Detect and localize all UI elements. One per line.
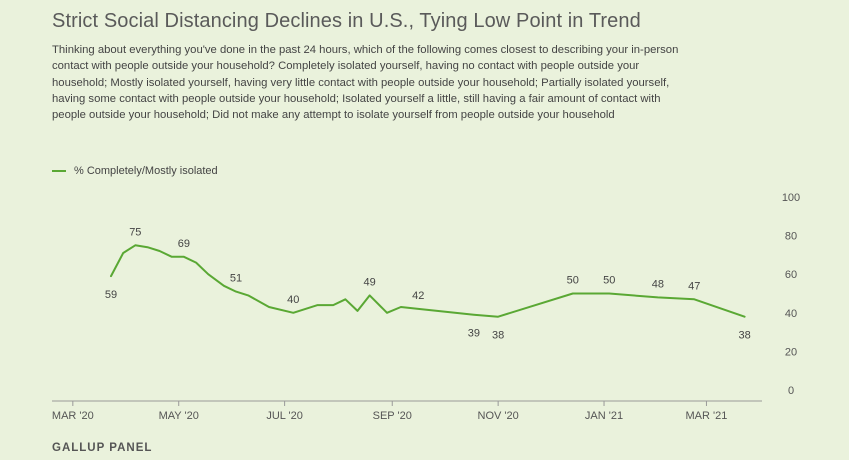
data-label: 69 bbox=[178, 238, 190, 250]
data-label: 39 bbox=[468, 328, 480, 340]
y-tick-label: 20 bbox=[785, 346, 797, 358]
y-tick-label: 60 bbox=[785, 269, 797, 281]
x-tick-label: MAR '21 bbox=[686, 410, 728, 422]
source-label: GALLUP PANEL bbox=[52, 442, 153, 454]
data-label: 59 bbox=[105, 289, 117, 301]
y-tick-label: 80 bbox=[785, 231, 797, 243]
x-tick-label: JUL '20 bbox=[266, 410, 303, 422]
legend-line-swatch bbox=[52, 170, 66, 172]
data-label: 50 bbox=[603, 275, 615, 287]
data-label: 51 bbox=[230, 273, 242, 285]
y-tick-label: 40 bbox=[785, 308, 797, 320]
x-tick-label: SEP '20 bbox=[373, 410, 412, 422]
legend: % Completely/Mostly isolated bbox=[52, 165, 218, 177]
data-label: 42 bbox=[412, 290, 424, 302]
data-label: 48 bbox=[652, 278, 664, 290]
series-line bbox=[110, 244, 746, 318]
data-label: 49 bbox=[364, 276, 376, 288]
x-tick-label: NOV '20 bbox=[478, 410, 519, 422]
data-label: 40 bbox=[287, 294, 299, 306]
data-label: 75 bbox=[129, 226, 141, 238]
legend-label: % Completely/Mostly isolated bbox=[74, 165, 218, 177]
x-tick-label: MAR '20 bbox=[52, 410, 94, 422]
y-tick-label: 100 bbox=[782, 192, 800, 204]
chart-subtitle: Thinking about everything you've done in… bbox=[52, 44, 679, 122]
data-label: 38 bbox=[739, 330, 751, 342]
x-tick-label: MAY '20 bbox=[159, 410, 199, 422]
data-label: 50 bbox=[567, 275, 579, 287]
y-tick-label: 0 bbox=[788, 385, 794, 397]
data-label: 47 bbox=[688, 280, 700, 292]
data-label: 38 bbox=[492, 330, 504, 342]
chart-title: Strict Social Distancing Declines in U.S… bbox=[52, 10, 641, 32]
x-tick-label: JAN '21 bbox=[585, 410, 623, 422]
